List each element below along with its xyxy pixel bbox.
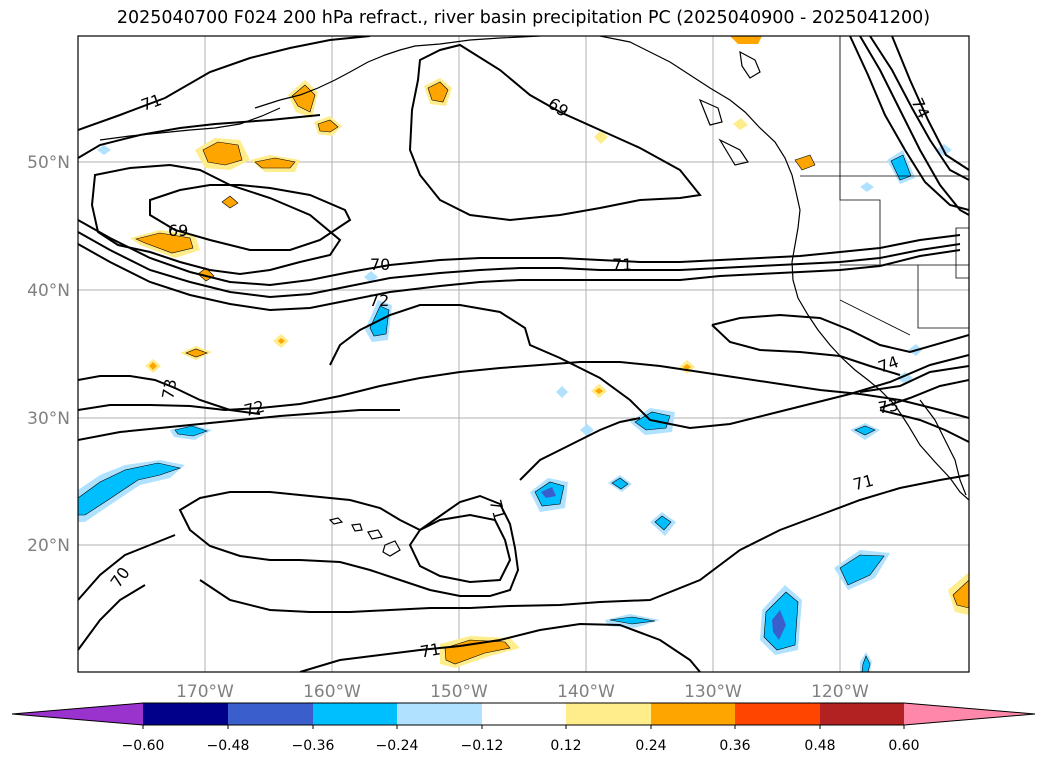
colorbar-segment [651, 703, 735, 725]
lon-label: 150°W [430, 682, 488, 702]
colorbar-segment [313, 703, 397, 725]
lat-label: 20°N [27, 536, 70, 556]
colorbar-tick-label: 0.60 [888, 738, 919, 754]
lat-label: 30°N [27, 409, 70, 429]
colorbar-segment [904, 703, 1035, 725]
contour-label: 72 [369, 291, 389, 310]
contour-label: 71 [612, 255, 632, 274]
latitude-labels: 50°N 40°N 30°N 20°N [27, 153, 70, 556]
colorbar-segment [228, 703, 313, 725]
colorbar-tick-label: −0.60 [122, 738, 165, 754]
colorbar-segment [820, 703, 904, 725]
colorbar: −0.60 −0.48 −0.36 −0.24 −0.12 0.12 0.24 … [11, 702, 1036, 754]
lon-label: 120°W [811, 682, 869, 702]
borders [800, 36, 969, 336]
colorbar-tick-label: −0.48 [207, 738, 250, 754]
lon-label: 140°W [557, 682, 615, 702]
colorbar-segment [482, 703, 566, 725]
colorbar-segment [735, 703, 820, 725]
map-area [78, 36, 969, 672]
contour-label: 71 [851, 471, 876, 495]
contour-label: 71 [486, 497, 510, 522]
colorbar-tick-label: −0.24 [376, 738, 419, 754]
lat-label: 50°N [27, 153, 70, 173]
refractivity-contours [78, 36, 969, 672]
coastlines [99, 36, 969, 557]
lat-label: 40°N [27, 281, 70, 301]
negative-patches [78, 144, 952, 672]
lon-label: 170°W [176, 682, 234, 702]
colorbar-tick-label: 0.12 [550, 738, 581, 754]
colorbar-segment [12, 703, 143, 725]
contour-label: 73 [877, 395, 900, 417]
colorbar-tick-label: 0.24 [635, 738, 666, 754]
contour-label: 73 [158, 377, 180, 400]
lon-label: 160°W [303, 682, 361, 702]
contour-label: 71 [419, 639, 442, 661]
contour-label: 69 [168, 221, 188, 240]
map-title: 2025040700 F024 200 hPa refract., river … [116, 8, 931, 28]
colorbar-tick-label: 0.48 [804, 738, 835, 754]
map-frame [77, 35, 970, 673]
colorbar-tick-label: −0.36 [292, 738, 335, 754]
colorbar-segment [143, 703, 228, 725]
contour-label: 70 [370, 255, 390, 274]
contour-label: 72 [242, 397, 267, 421]
lon-label: 130°W [684, 682, 742, 702]
colorbar-tick-label: −0.12 [461, 738, 504, 754]
colorbar-tick-label: 0.36 [719, 738, 750, 754]
longitude-labels: 170°W 160°W 150°W 140°W 130°W 120°W [176, 682, 869, 702]
colorbar-segment [566, 703, 651, 725]
colorbar-segment [397, 703, 482, 725]
